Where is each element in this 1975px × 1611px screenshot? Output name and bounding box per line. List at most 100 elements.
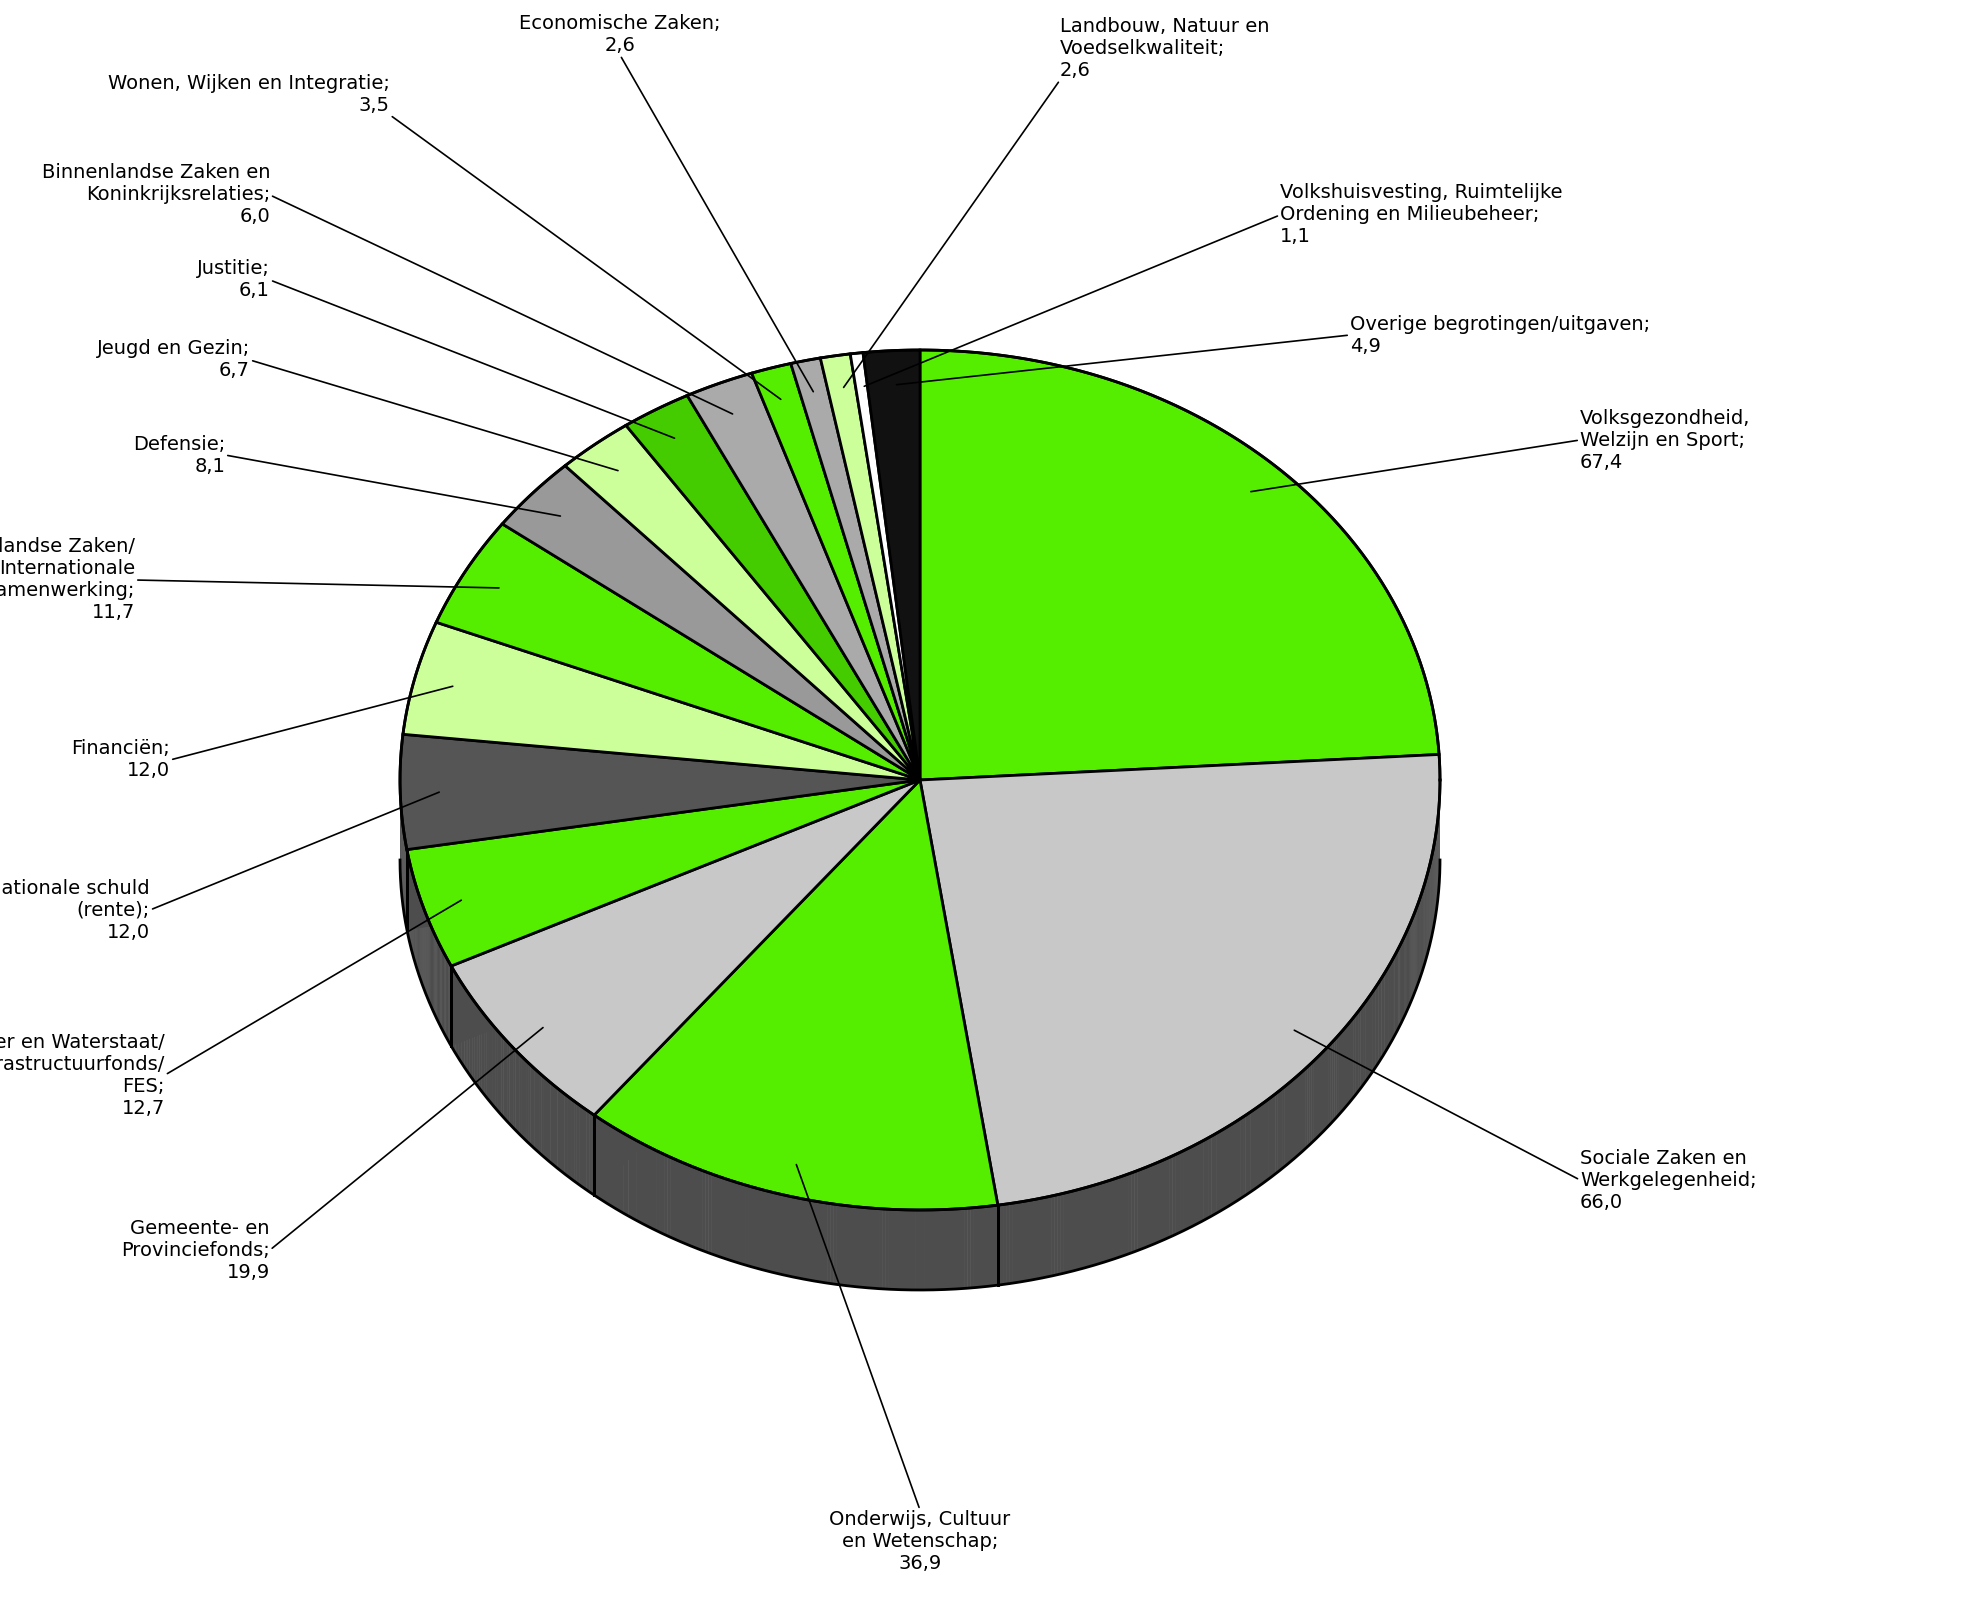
- Polygon shape: [525, 1060, 527, 1142]
- Polygon shape: [956, 1208, 958, 1289]
- Polygon shape: [1240, 1116, 1244, 1199]
- Polygon shape: [1246, 1113, 1248, 1195]
- Polygon shape: [508, 1042, 510, 1124]
- Polygon shape: [820, 354, 920, 780]
- Polygon shape: [980, 1207, 984, 1287]
- Polygon shape: [776, 1194, 780, 1274]
- Polygon shape: [1126, 1174, 1130, 1255]
- Polygon shape: [974, 1207, 978, 1287]
- Polygon shape: [1092, 1186, 1094, 1266]
- Polygon shape: [1039, 1199, 1041, 1279]
- Polygon shape: [1173, 1155, 1175, 1236]
- Polygon shape: [1280, 1089, 1282, 1170]
- Polygon shape: [851, 353, 920, 780]
- Polygon shape: [514, 1049, 515, 1131]
- Polygon shape: [845, 1205, 849, 1286]
- Polygon shape: [1309, 1063, 1311, 1145]
- Polygon shape: [1189, 1147, 1191, 1228]
- Polygon shape: [1294, 1078, 1296, 1160]
- Polygon shape: [869, 1208, 873, 1289]
- Polygon shape: [1088, 1186, 1092, 1266]
- Polygon shape: [1057, 1194, 1061, 1274]
- Polygon shape: [642, 1144, 644, 1224]
- Polygon shape: [750, 1187, 754, 1268]
- Polygon shape: [1197, 1142, 1201, 1223]
- Polygon shape: [962, 1208, 964, 1289]
- Polygon shape: [717, 1176, 719, 1257]
- Polygon shape: [565, 425, 920, 780]
- Polygon shape: [1298, 1075, 1300, 1157]
- Polygon shape: [978, 1207, 980, 1287]
- Text: Justitie;
6,1: Justitie; 6,1: [198, 259, 271, 301]
- Polygon shape: [594, 780, 920, 1195]
- Polygon shape: [883, 1208, 885, 1289]
- Polygon shape: [873, 1208, 875, 1289]
- Polygon shape: [938, 1210, 942, 1290]
- Polygon shape: [1201, 1141, 1205, 1221]
- Polygon shape: [1234, 1121, 1236, 1203]
- Polygon shape: [1232, 1121, 1236, 1203]
- Polygon shape: [749, 1186, 750, 1266]
- Polygon shape: [752, 364, 920, 780]
- Polygon shape: [995, 1205, 997, 1286]
- Polygon shape: [1157, 1162, 1159, 1244]
- Polygon shape: [1311, 1060, 1313, 1142]
- Polygon shape: [833, 1203, 837, 1284]
- Polygon shape: [575, 1102, 577, 1182]
- Polygon shape: [1147, 1165, 1151, 1247]
- Polygon shape: [1045, 1197, 1049, 1278]
- Polygon shape: [551, 1083, 553, 1165]
- Polygon shape: [772, 1192, 774, 1273]
- Polygon shape: [670, 1157, 673, 1239]
- Polygon shape: [1146, 1166, 1147, 1247]
- Polygon shape: [778, 1194, 780, 1274]
- Polygon shape: [873, 1208, 877, 1289]
- Polygon shape: [697, 1168, 699, 1250]
- Polygon shape: [1207, 1137, 1209, 1220]
- Polygon shape: [1130, 1173, 1132, 1253]
- Polygon shape: [1254, 1107, 1258, 1189]
- Polygon shape: [758, 1189, 760, 1269]
- Polygon shape: [594, 1115, 596, 1197]
- Polygon shape: [1003, 1203, 1007, 1284]
- Polygon shape: [1256, 1107, 1258, 1189]
- Polygon shape: [620, 1133, 624, 1213]
- Polygon shape: [1317, 1055, 1319, 1137]
- Polygon shape: [790, 358, 920, 780]
- Polygon shape: [1329, 1044, 1331, 1126]
- Polygon shape: [830, 1203, 833, 1284]
- Polygon shape: [683, 1163, 687, 1244]
- Text: Jeugd en Gezin;
6,7: Jeugd en Gezin; 6,7: [97, 340, 251, 380]
- Polygon shape: [1300, 1073, 1302, 1153]
- Polygon shape: [632, 1137, 634, 1220]
- Polygon shape: [812, 1200, 814, 1281]
- Polygon shape: [804, 1199, 808, 1279]
- Polygon shape: [1217, 1131, 1219, 1213]
- Polygon shape: [1268, 1097, 1270, 1179]
- Polygon shape: [889, 1210, 893, 1289]
- Polygon shape: [1189, 1147, 1193, 1228]
- Polygon shape: [1120, 1176, 1124, 1257]
- Polygon shape: [1197, 1144, 1199, 1224]
- Polygon shape: [920, 780, 997, 1286]
- Polygon shape: [1169, 1157, 1173, 1237]
- Polygon shape: [533, 1066, 535, 1149]
- Polygon shape: [1282, 1087, 1284, 1168]
- Polygon shape: [743, 1184, 745, 1265]
- Polygon shape: [1140, 1168, 1144, 1250]
- Polygon shape: [1175, 1153, 1179, 1234]
- Polygon shape: [695, 1168, 697, 1249]
- Polygon shape: [1274, 1094, 1276, 1176]
- Polygon shape: [652, 1149, 654, 1229]
- Polygon shape: [1307, 1065, 1309, 1147]
- Polygon shape: [1302, 1071, 1304, 1153]
- Polygon shape: [729, 1181, 733, 1261]
- Polygon shape: [944, 1210, 946, 1289]
- Polygon shape: [1080, 1189, 1084, 1269]
- Polygon shape: [1199, 1142, 1201, 1223]
- Polygon shape: [687, 374, 920, 780]
- Polygon shape: [666, 1155, 668, 1236]
- Polygon shape: [660, 1152, 662, 1234]
- Polygon shape: [1238, 1118, 1240, 1200]
- Polygon shape: [1007, 1203, 1009, 1284]
